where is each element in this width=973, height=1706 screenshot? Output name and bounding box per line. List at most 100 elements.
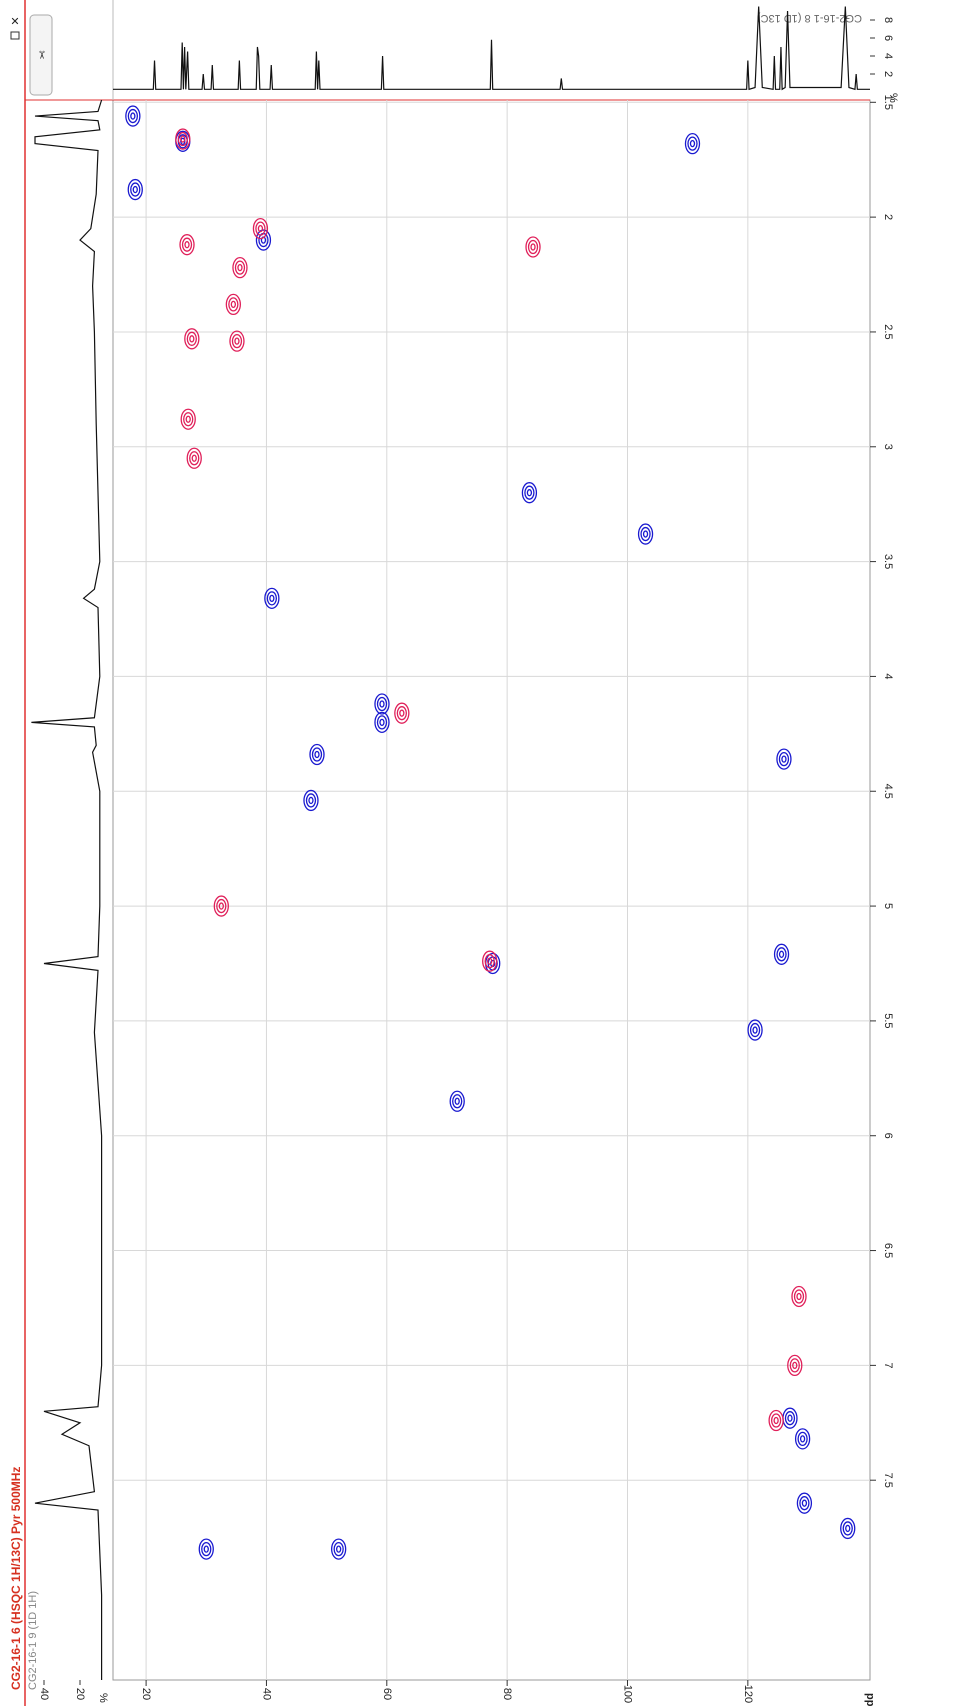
contour [311,747,323,762]
carbon-tick-label: 2 [882,71,894,77]
contour [768,1409,784,1432]
contour [213,895,229,917]
contour [183,412,194,427]
contour [376,715,388,730]
y-tick-label: 5 [882,903,894,909]
contour [125,105,141,127]
contour [184,241,190,249]
y-tick-label: 2.5 [882,324,894,339]
x-tick-label: 120 [742,1685,754,1703]
tool-button[interactable] [29,14,53,96]
contour [778,751,790,767]
contour [842,1521,853,1536]
contour [257,224,264,233]
proton-tick-label: 20 [74,1688,86,1700]
close-icon[interactable]: ✕ [10,16,19,28]
contour [396,706,407,721]
contour [530,243,536,251]
contour [269,594,275,602]
contour [747,1019,763,1041]
contour [778,950,785,958]
contour [255,229,272,251]
cross-peak [787,1354,803,1377]
contour [687,136,698,151]
scissors-icon[interactable]: ✂ [35,50,47,59]
contour [792,1361,798,1370]
contour [801,1499,808,1507]
contour [234,260,246,275]
x-tick-label: 20 [140,1688,152,1700]
y-tick-label: 5.5 [882,1013,894,1028]
contour [374,711,390,734]
contour [127,178,143,201]
contour [773,1416,779,1425]
cross-peak [840,1517,856,1540]
contour [232,256,248,279]
contour [796,1292,802,1301]
contour [216,898,227,914]
y-tick-label: 1.5 [882,95,894,110]
contour [521,482,538,504]
contour [198,1538,214,1560]
contour [309,743,325,766]
contour [787,1354,803,1377]
contour [127,108,139,124]
carbon-tick-label: 8 [882,17,894,23]
contour [791,1285,807,1308]
contour [482,950,498,972]
cross-peak [264,587,280,609]
contour [228,297,239,312]
contour [305,793,317,808]
contour [799,1496,810,1511]
contour [237,263,243,272]
cross-peak [794,1428,811,1450]
contour [255,221,266,236]
contour [484,954,495,969]
contour [524,485,535,500]
contour [180,135,186,143]
contour [203,1545,209,1553]
carbon-unit: % [887,93,899,103]
contour [333,1541,344,1557]
cross-peak [331,1538,347,1560]
contour [640,526,651,542]
contour [303,789,319,812]
contour [454,1097,460,1105]
contour [787,1414,793,1422]
carbon-tick-label: 4 [882,53,894,59]
y-tick-label: 7.5 [882,1473,894,1488]
contour [776,748,792,770]
contour [840,1517,856,1540]
cross-peak [125,105,141,127]
contour [526,489,533,497]
y-tick-label: 3.5 [882,554,894,569]
proton-label: CG2-16-1 9 (1D 1H) [27,1591,39,1690]
contour [452,1094,463,1109]
contour [749,1022,761,1038]
contour [770,1413,782,1428]
cross-peak [776,748,792,770]
cross-peak [374,693,390,715]
proton-unit: % [97,1693,109,1703]
contour [379,700,385,708]
cross-peak [127,178,143,201]
contour [175,128,191,150]
contour [180,408,196,430]
chart-title: CG2-16-1 6 (HSQC 1H/13C) Pyr 500MHz [9,1467,23,1690]
contour [449,1090,465,1112]
contour [394,702,410,724]
cross-peak [637,523,654,545]
contour [752,1026,758,1034]
cross-peak [180,408,196,430]
carbon-tick-label: 6 [882,35,894,41]
contour [784,1411,796,1426]
contour [781,755,787,763]
restore-icon[interactable] [10,31,20,40]
contour [642,530,649,538]
cross-peak [768,1409,784,1432]
contour [399,709,405,717]
contour [218,902,224,910]
x-tick-label: 100 [622,1685,634,1703]
